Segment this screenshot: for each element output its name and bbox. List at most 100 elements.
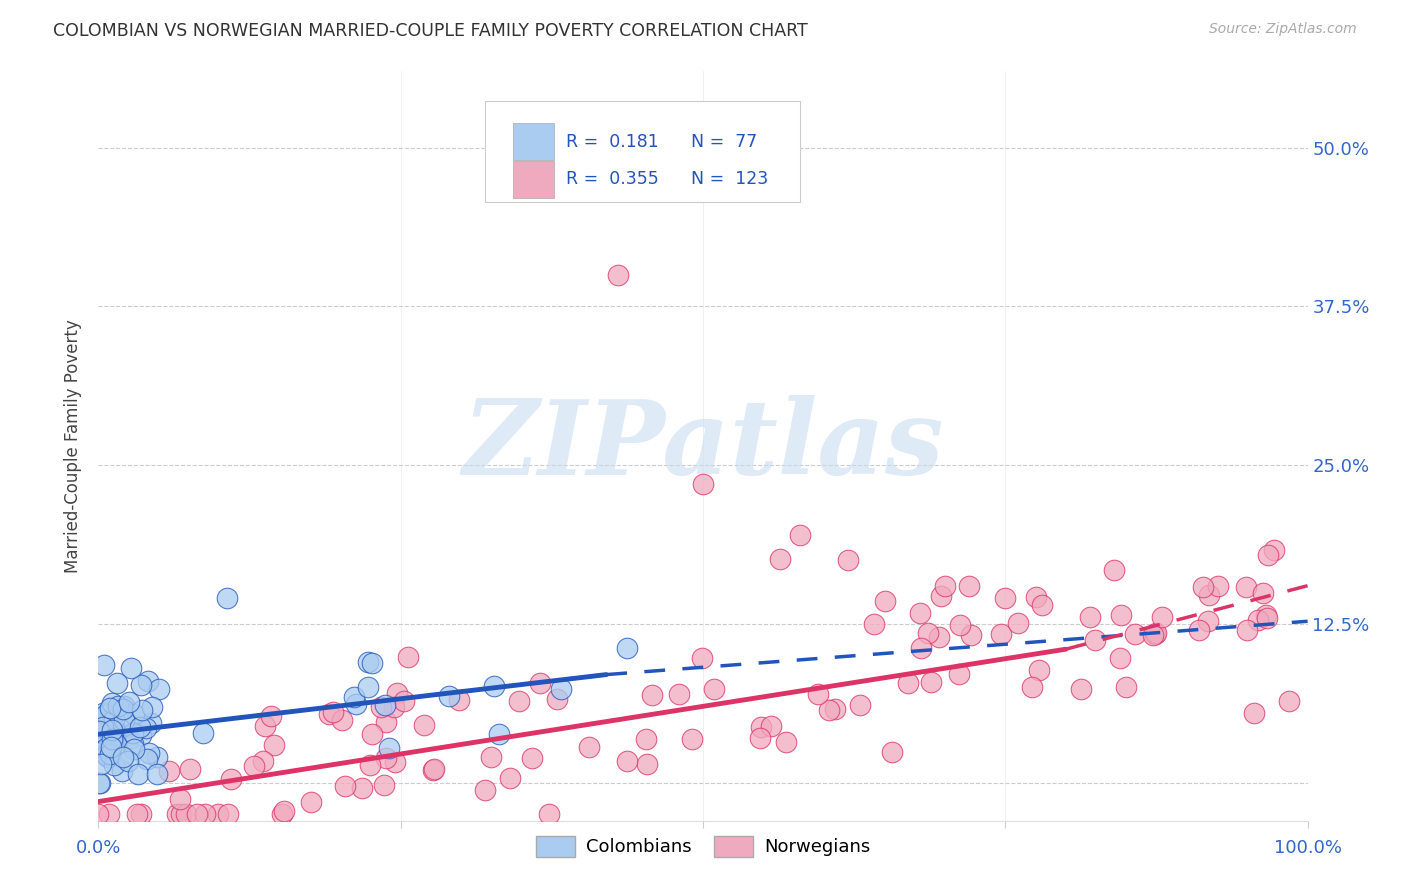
Text: R =  0.355: R = 0.355 (567, 170, 659, 188)
Point (98, 725, 121, 739)
Point (882, 745, 904, 759)
Point (136, 752, 159, 766)
Point (344, 697, 367, 711)
FancyBboxPatch shape (513, 123, 554, 160)
Point (90, 757, 112, 772)
Point (1191, 580, 1213, 594)
Point (97, 750, 120, 764)
Point (546, 692, 568, 706)
Point (578, 739, 600, 754)
Point (217, 591, 239, 606)
Point (129, 728, 152, 742)
Point (100, 747, 122, 761)
Point (422, 763, 444, 777)
Point (374, 698, 396, 713)
Point (1123, 626, 1146, 640)
Point (157, 764, 180, 779)
Point (103, 722, 125, 736)
Point (449, 693, 471, 707)
Point (396, 650, 419, 665)
Point (263, 738, 285, 752)
Point (112, 699, 135, 714)
Point (94, 707, 117, 722)
Point (131, 702, 153, 716)
Point (94, 740, 117, 755)
Point (103, 712, 125, 726)
Point (111, 750, 134, 764)
Point (863, 617, 886, 632)
Point (910, 606, 932, 620)
Point (117, 754, 139, 768)
Point (107, 699, 129, 714)
Point (990, 627, 1012, 641)
Point (1256, 607, 1278, 622)
Point (91, 720, 114, 734)
Point (104, 722, 127, 736)
Point (343, 690, 366, 704)
Point (1236, 623, 1258, 637)
Point (994, 591, 1017, 606)
Point (681, 731, 703, 746)
Point (101, 729, 124, 743)
Point (837, 553, 859, 567)
Point (135, 721, 157, 735)
Point (139, 716, 162, 731)
Point (361, 727, 384, 741)
Point (1206, 579, 1229, 593)
Point (98, 701, 121, 715)
Point (1115, 681, 1137, 695)
Point (333, 779, 356, 793)
Point (1025, 590, 1047, 604)
Point (101, 696, 124, 710)
Point (1007, 616, 1029, 631)
Point (769, 551, 792, 566)
Point (479, 749, 502, 764)
Point (761, 719, 783, 733)
Point (1198, 589, 1220, 603)
Point (169, 792, 191, 806)
Point (370, 700, 392, 714)
Point (350, 780, 373, 795)
Point (1108, 650, 1130, 665)
Point (824, 702, 846, 716)
Point (145, 749, 167, 764)
Point (520, 750, 543, 764)
Point (499, 771, 522, 785)
Point (127, 767, 149, 781)
Point (260, 709, 283, 723)
Point (89, 724, 111, 739)
Point (849, 698, 872, 712)
Point (207, 807, 229, 822)
Point (1251, 586, 1274, 600)
Point (1021, 680, 1043, 694)
Point (607, 268, 630, 282)
Point (179, 762, 201, 776)
Point (186, 807, 208, 822)
Point (1256, 611, 1278, 625)
Point (96, 738, 118, 752)
Y-axis label: Married-Couple Family Poverty: Married-Couple Family Poverty (65, 319, 83, 573)
Text: N =  77: N = 77 (690, 133, 758, 151)
Point (98, 732, 121, 747)
Point (1197, 614, 1219, 628)
Point (103, 723, 125, 738)
Point (616, 641, 638, 656)
Point (960, 628, 983, 642)
Point (929, 589, 952, 603)
Point (1084, 632, 1107, 647)
Point (318, 706, 340, 721)
Point (122, 737, 145, 751)
Point (641, 689, 664, 703)
Point (252, 754, 274, 768)
Point (550, 681, 572, 696)
Point (385, 686, 408, 700)
Point (254, 719, 277, 733)
Text: R =  0.181: R = 0.181 (567, 133, 659, 151)
Point (423, 762, 446, 776)
Point (538, 807, 561, 822)
Point (166, 807, 188, 822)
Point (1188, 623, 1211, 637)
Point (141, 699, 163, 714)
Point (1143, 627, 1166, 641)
Point (122, 706, 145, 721)
